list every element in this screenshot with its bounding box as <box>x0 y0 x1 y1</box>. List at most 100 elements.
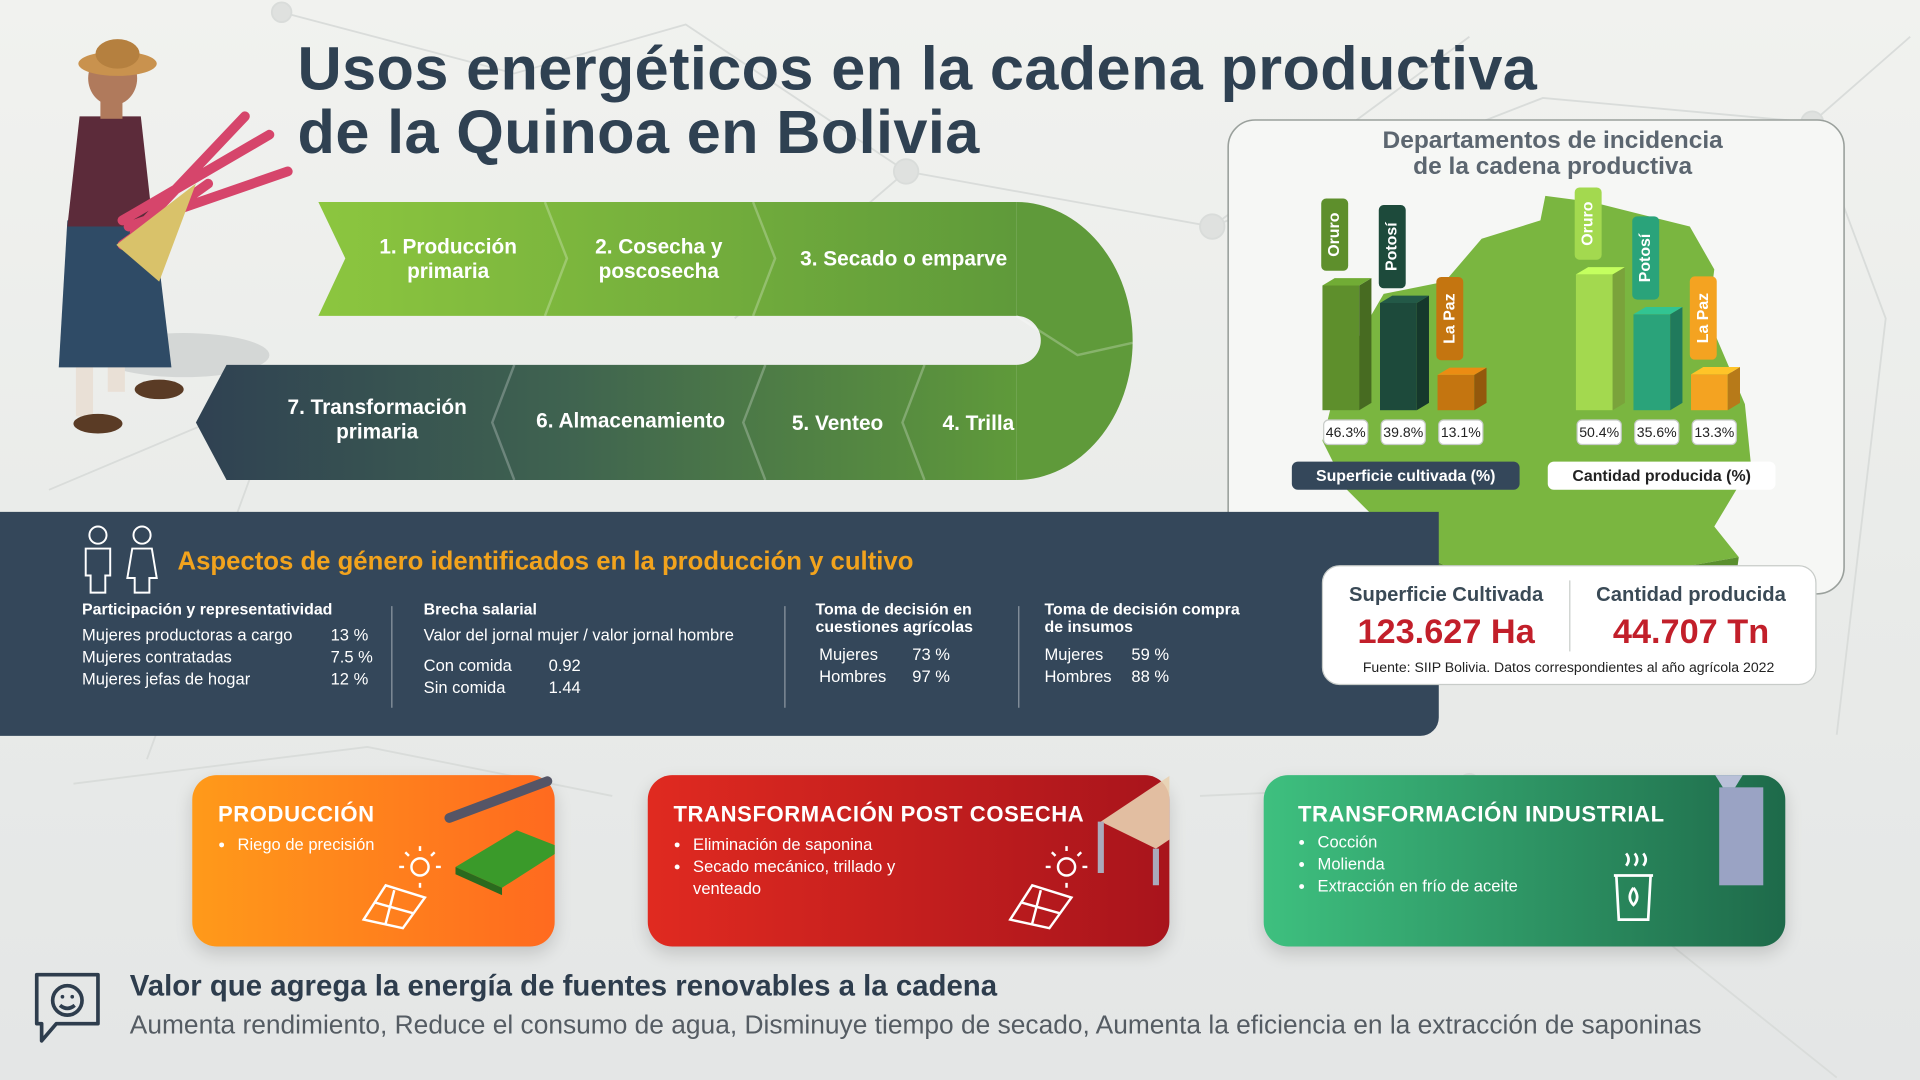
footer-title: Valor que agrega la energía de fuentes r… <box>129 969 998 1003</box>
bar-tag <box>1574 187 1602 260</box>
gender-row-value: 12 % <box>330 669 369 689</box>
card-art <box>1613 775 1764 921</box>
stat-label: Superficie Cultivada <box>1348 584 1544 607</box>
card-art <box>1008 775 1170 930</box>
value-label-box <box>1576 419 1622 446</box>
chat-eye <box>70 994 75 999</box>
process-step-line: poscosecha <box>598 259 719 283</box>
gender-row-value: 7.5 % <box>330 647 373 667</box>
bar-category-label: Oruro <box>1326 212 1343 256</box>
process-step-line: primaria <box>336 420 419 444</box>
bar-tag <box>1436 276 1464 361</box>
value-label-box <box>1380 419 1426 446</box>
value-label: 46.3% <box>1326 424 1366 440</box>
gender-row-label: Hombres <box>819 667 887 686</box>
card-post-cosecha: TRANSFORMACIÓN POST COSECHA Eliminación … <box>647 775 1170 947</box>
map-charts: Oruro 46.3% Potosí 39.8% La Paz 13.1% Superfic… <box>1291 187 1776 490</box>
gender-row-label: Mujeres productoras a cargo <box>82 625 293 645</box>
card-title: PRODUCCIÓN <box>217 802 375 827</box>
card-produccion: PRODUCCIÓN Riego de precisión <box>192 775 555 947</box>
gender-icon <box>84 525 158 594</box>
gender-title: Aspectos de género identificados en la p… <box>177 547 914 576</box>
gender-heading: Toma de decisión en <box>815 600 972 619</box>
chart-label-box <box>1291 461 1520 490</box>
bar <box>1380 302 1417 411</box>
card-industrial: TRANSFORMACIÓN INDUSTRIAL CocciónMoliend… <box>1263 775 1786 947</box>
value-label-box <box>1691 419 1737 446</box>
gender-row-label: Mujeres jefas de hogar <box>82 669 251 689</box>
value-label: 13.1% <box>1441 424 1481 440</box>
process-step-line: 5. Venteo <box>791 411 884 435</box>
gender-row-label: Con comida <box>423 656 512 675</box>
bar-top <box>1691 367 1741 375</box>
process-step-line: 6. Almacenamiento <box>536 408 726 433</box>
bar-tag <box>1321 198 1349 271</box>
gender-row-value: 13 % <box>330 625 369 645</box>
bar-top <box>1380 295 1429 303</box>
gender-row-value: 1.44 <box>548 678 581 697</box>
process-step: 6. Almacenamiento <box>536 409 725 433</box>
chat-icon <box>34 972 100 1043</box>
bar-category-label: Potosí <box>1637 233 1654 282</box>
gender-heading: cuestiones agrícolas <box>815 617 974 636</box>
card-art <box>361 776 555 930</box>
stats-source: Fuente: SIIP Bolivia. Datos correspondie… <box>1362 661 1775 676</box>
value-label: 50.4% <box>1579 424 1619 440</box>
gender-subheading: Valor del jornal mujer / valor jornal ho… <box>423 625 734 645</box>
bar-top <box>1575 267 1625 275</box>
footer-text: Aumenta rendimiento, Reduce el consumo d… <box>129 1010 1702 1040</box>
gender-row-label: Mujeres contratadas <box>82 647 232 667</box>
bar-top <box>1322 278 1372 286</box>
gender-row-value: 88 % <box>1131 667 1170 686</box>
bar <box>1322 285 1360 411</box>
process-step: 1. Producción primaria <box>379 235 517 284</box>
bar-category-label: La Paz <box>1441 293 1458 343</box>
bar <box>1633 314 1671 411</box>
gender-row-value: 97 % <box>912 667 950 686</box>
card-item: Cocción <box>1318 831 1612 853</box>
chat-eye <box>60 994 65 999</box>
gender-heading: Toma de decisión compra <box>1044 600 1240 619</box>
value-label-box <box>1634 419 1680 446</box>
process-step-line: 1. Producción <box>379 235 517 259</box>
process-step-line: 3. Secado o emparve <box>800 247 1008 271</box>
card-item: Extracción en frío de aceite <box>1318 876 1612 898</box>
bar-side <box>1670 306 1683 411</box>
bar-category-label: Oruro <box>1580 201 1597 245</box>
process-step-line: 7. Transformación <box>287 395 467 419</box>
bar <box>1437 374 1475 411</box>
chart-label-box <box>1547 461 1776 490</box>
chart-label: Superficie cultivada (%) <box>1316 468 1495 485</box>
gender-panel <box>0 511 1439 736</box>
bar-side <box>1416 295 1429 411</box>
card-item: Secado mecánico, trillado y venteado <box>693 856 962 900</box>
title-line: Usos energéticos en la cadena productiva <box>297 34 1538 103</box>
bar-category-label: La Paz <box>1695 293 1712 343</box>
process-step: 2. Cosecha y poscosecha <box>595 235 722 284</box>
stat-value: 44.707 Tn <box>1612 612 1770 651</box>
bar-side <box>1612 267 1625 411</box>
bar-tag <box>1378 205 1406 289</box>
gender-heading: Participación y representatividad <box>82 600 333 619</box>
process-step: 3. Secado o emparve <box>800 247 1007 271</box>
value-label: 13.3% <box>1694 424 1734 440</box>
gender-heading: Brecha salarial <box>423 600 537 619</box>
bar-top <box>1437 367 1487 375</box>
gender-heading: de insumos <box>1044 617 1133 636</box>
value-label: 39.8% <box>1383 424 1423 440</box>
gender-row-value: 0.92 <box>548 656 581 675</box>
gender-row-value: 73 % <box>912 645 950 664</box>
bar-side <box>1474 367 1487 411</box>
card-item: Molienda <box>1318 853 1612 875</box>
process-step: 7. Transformación primaria <box>287 396 466 445</box>
card-title: TRANSFORMACIÓN INDUSTRIAL <box>1297 802 1665 827</box>
gender-row-label: Sin comida <box>423 678 506 697</box>
title-line: de la Quinoa en Bolivia <box>297 97 980 167</box>
bar-tag <box>1632 216 1660 300</box>
farmer-illustration <box>58 39 293 434</box>
value-label-box <box>1323 419 1369 446</box>
process-step-line: primaria <box>407 259 490 283</box>
